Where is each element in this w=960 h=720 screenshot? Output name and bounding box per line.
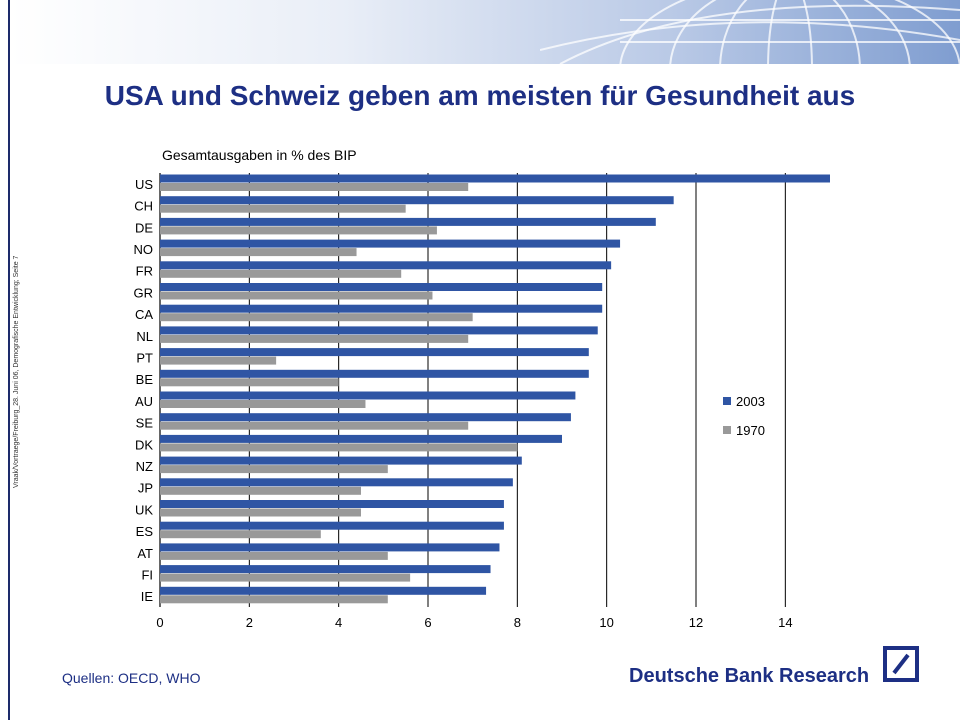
bar-2003-FR — [160, 261, 612, 270]
bar-1970-JP — [160, 486, 361, 495]
bar-2003-NL — [160, 326, 598, 335]
x-tick-label: 6 — [424, 615, 431, 630]
bar-1970-UK — [160, 508, 361, 517]
y-tick-label: NZ — [136, 459, 153, 474]
legend-swatch-1970 — [723, 426, 731, 434]
bar-1970-NL — [160, 334, 469, 343]
bar-2003-SE — [160, 413, 571, 422]
y-tick-label: PT — [136, 350, 153, 365]
bar-2003-AT — [160, 543, 500, 552]
bar-1970-NO — [160, 248, 357, 257]
y-tick-label: CH — [134, 199, 153, 214]
bar-1970-BE — [160, 378, 339, 387]
bar-1970-AU — [160, 400, 366, 408]
brand-name: Deutsche Bank Research — [629, 665, 870, 687]
y-tick-label: DK — [135, 437, 153, 452]
chart-title: Gesamtausgaben in % des BIP — [162, 147, 357, 163]
bar-2003-IE — [160, 586, 487, 595]
bar-1970-FR — [160, 269, 402, 278]
bar-2003-NZ — [160, 456, 522, 465]
bar-1970-US — [160, 183, 469, 191]
x-tick-label: 8 — [514, 615, 521, 630]
y-tick-label: CA — [135, 307, 153, 322]
y-tick-label: NO — [134, 242, 154, 257]
bar-2003-DE — [160, 217, 656, 226]
y-tick-label: US — [135, 177, 153, 192]
bar-2003-CH — [160, 196, 674, 205]
y-tick-label: ES — [136, 524, 154, 539]
y-tick-label: FR — [136, 264, 153, 279]
bar-1970-FI — [160, 573, 411, 582]
bar-2003-NO — [160, 239, 621, 248]
bar-1970-NZ — [160, 465, 388, 474]
y-tick-label: AT — [137, 546, 153, 561]
globe-icon — [540, 0, 960, 64]
bar-2003-DK — [160, 434, 562, 443]
y-tick-label: GR — [134, 285, 154, 300]
x-tick-label: 10 — [599, 615, 613, 630]
x-tick-label: 0 — [156, 615, 163, 630]
bar-1970-DE — [160, 226, 437, 235]
x-tick-label: 12 — [689, 615, 703, 630]
legend-label: 2003 — [736, 394, 765, 409]
x-tick-label: 4 — [335, 615, 342, 630]
y-tick-label: IE — [141, 589, 154, 604]
bar-2003-ES — [160, 521, 504, 530]
frame-border — [8, 0, 10, 720]
y-tick-label: NL — [136, 329, 153, 344]
health-spending-chart: Gesamtausgaben in % des BIP US CH DE NO FR GR… — [134, 147, 830, 630]
bar-1970-CH — [160, 204, 406, 213]
bar-1970-CA — [160, 313, 473, 322]
source-note: Quellen: OECD, WHO — [62, 670, 201, 686]
bar-2003-BE — [160, 369, 589, 378]
y-tick-label: SE — [136, 416, 154, 431]
bar-1970-ES — [160, 530, 321, 539]
x-tick-label: 14 — [778, 615, 792, 630]
bar-1970-IE — [160, 595, 388, 604]
y-tick-label: DE — [135, 220, 153, 235]
bar-2003-PT — [160, 348, 589, 357]
bar-2003-JP — [160, 478, 513, 487]
y-tick-label: UK — [135, 502, 153, 517]
x-tick-label: 2 — [246, 615, 253, 630]
bar-1970-DK — [160, 443, 518, 452]
y-tick-label: AU — [135, 394, 153, 409]
y-tick-label: FI — [141, 567, 153, 582]
bar-2003-UK — [160, 500, 504, 508]
bar-2003-AU — [160, 391, 576, 400]
bar-2003-GR — [160, 283, 603, 291]
page-title: USA und Schweiz geben am meisten für Ges… — [104, 80, 856, 111]
bar-1970-SE — [160, 421, 469, 430]
legend-swatch-2003 — [723, 397, 731, 405]
deutsche-bank-logo-icon — [883, 646, 919, 682]
bar-2003-US — [160, 174, 830, 183]
header-banner — [10, 0, 960, 64]
bar-2003-FI — [160, 565, 491, 574]
bar-1970-GR — [160, 291, 433, 300]
bar-1970-AT — [160, 551, 388, 560]
y-tick-label: JP — [138, 481, 153, 496]
y-tick-label: BE — [136, 372, 154, 387]
legend-label: 1970 — [736, 423, 765, 438]
bar-2003-CA — [160, 304, 603, 313]
bar-1970-PT — [160, 356, 277, 365]
